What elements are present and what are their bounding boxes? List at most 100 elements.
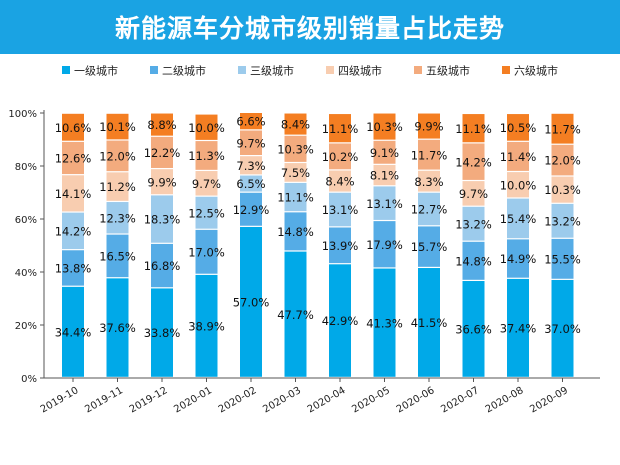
data-label: 9.7%: [459, 187, 488, 201]
bar-segment: [195, 196, 218, 229]
data-label: 57.0%: [233, 295, 270, 309]
data-label: 10.6%: [55, 121, 92, 135]
data-label: 13.2%: [544, 214, 581, 228]
bar-segment: [462, 241, 485, 280]
bar-segment: [284, 251, 307, 377]
bar-segment: [106, 234, 129, 278]
data-label: 14.1%: [55, 187, 92, 201]
data-label: 6.5%: [236, 177, 265, 191]
bar-segment: [106, 113, 129, 140]
data-label: 10.3%: [277, 142, 314, 156]
x-tick-label: 2020-09: [528, 385, 570, 415]
data-label: 8.4%: [325, 175, 354, 189]
legend-swatch-4: [326, 66, 334, 74]
data-label: 11.7%: [411, 148, 448, 162]
legend-label-3: 三级城市: [250, 64, 294, 78]
bar-segment: [240, 113, 262, 130]
legend-label-2: 二级城市: [162, 64, 206, 78]
bar-segment: [195, 114, 218, 140]
data-label: 7.3%: [236, 159, 265, 173]
x-tick-label: 2020-06: [395, 385, 437, 415]
y-tick-label: 60%: [15, 215, 37, 226]
bar-segment: [62, 141, 84, 175]
data-label: 18.3%: [144, 213, 181, 227]
data-label: 38.9%: [188, 319, 225, 333]
y-tick-label: 40%: [15, 268, 37, 279]
data-label: 14.8%: [277, 225, 314, 239]
y-tick-label: 20%: [15, 321, 37, 332]
data-label: 11.1%: [277, 191, 314, 205]
data-label: 16.8%: [144, 259, 181, 273]
bar-segment: [106, 140, 129, 172]
bar-segment: [284, 212, 307, 251]
bar-segment: [418, 268, 440, 377]
bar-segment: [551, 144, 574, 176]
bar-segment: [151, 113, 173, 136]
bar-segment: [106, 278, 129, 377]
chart-title: 新能源车分城市级别销量占比走势: [114, 14, 505, 43]
data-label: 41.3%: [366, 316, 403, 330]
bar-segment: [195, 171, 218, 196]
data-label: 10.0%: [188, 121, 225, 135]
legend-swatch-2: [150, 66, 158, 74]
data-label: 37.6%: [99, 321, 136, 335]
bar-segment: [62, 113, 84, 141]
bar-segment: [373, 186, 396, 220]
data-label: 6.6%: [236, 115, 265, 129]
bar-segment: [418, 139, 440, 170]
bar-segment: [507, 172, 529, 198]
bar-segment: [62, 212, 84, 250]
data-label: 11.4%: [500, 150, 537, 164]
bar-segment: [151, 195, 173, 243]
legend-label-1: 一级城市: [74, 64, 118, 78]
bar-segment: [462, 143, 485, 180]
bar-segment: [462, 181, 485, 206]
data-label: 12.7%: [411, 203, 448, 217]
data-label: 7.5%: [281, 166, 310, 180]
x-tick-label: 2019-12: [128, 385, 170, 415]
y-tick-label: 80%: [15, 162, 37, 173]
legend-label-6: 六级城市: [514, 64, 558, 78]
data-label: 8.1%: [370, 169, 399, 183]
data-label: 42.9%: [322, 314, 359, 328]
bar-segment: [507, 198, 529, 239]
data-label: 13.9%: [322, 239, 359, 253]
bar-segment: [62, 175, 84, 212]
data-label: 11.1%: [455, 122, 492, 136]
bar-segment: [106, 202, 129, 234]
bar-segment: [373, 113, 396, 140]
bar-segment: [418, 192, 440, 226]
data-label: 8.4%: [281, 118, 310, 132]
legend-label-4: 四级城市: [338, 64, 382, 78]
data-label: 17.0%: [188, 245, 225, 259]
data-label: 8.8%: [147, 118, 176, 132]
bar-segment: [329, 264, 351, 377]
data-label: 12.0%: [99, 149, 136, 163]
legend-swatch-6: [502, 66, 510, 74]
bar-segment: [462, 206, 485, 241]
x-tick-label: 2020-02: [217, 385, 259, 415]
x-tick-label: 2020-05: [350, 385, 392, 415]
bar-segment: [284, 163, 307, 182]
data-label: 17.9%: [366, 238, 403, 252]
data-label: 36.6%: [455, 323, 492, 337]
legend-label-5: 五级城市: [426, 64, 470, 78]
data-label: 11.2%: [99, 180, 136, 194]
data-label: 13.1%: [366, 197, 403, 211]
data-label: 14.2%: [455, 155, 492, 169]
data-label: 9.9%: [414, 120, 443, 134]
data-label: 15.5%: [544, 252, 581, 266]
bar-segment: [240, 175, 262, 192]
bar-segment: [507, 239, 529, 278]
bar-segment: [462, 114, 485, 143]
data-label: 9.7%: [192, 177, 221, 191]
data-label: 10.0%: [500, 178, 537, 192]
bar-segment: [418, 113, 440, 139]
bar-segment: [240, 226, 262, 377]
bar-segment: [62, 286, 84, 377]
bar-segment: [195, 274, 218, 377]
data-label: 12.2%: [144, 146, 181, 160]
data-label: 14.8%: [455, 254, 492, 268]
bar-segment: [551, 238, 574, 279]
bar-segment: [462, 281, 485, 377]
